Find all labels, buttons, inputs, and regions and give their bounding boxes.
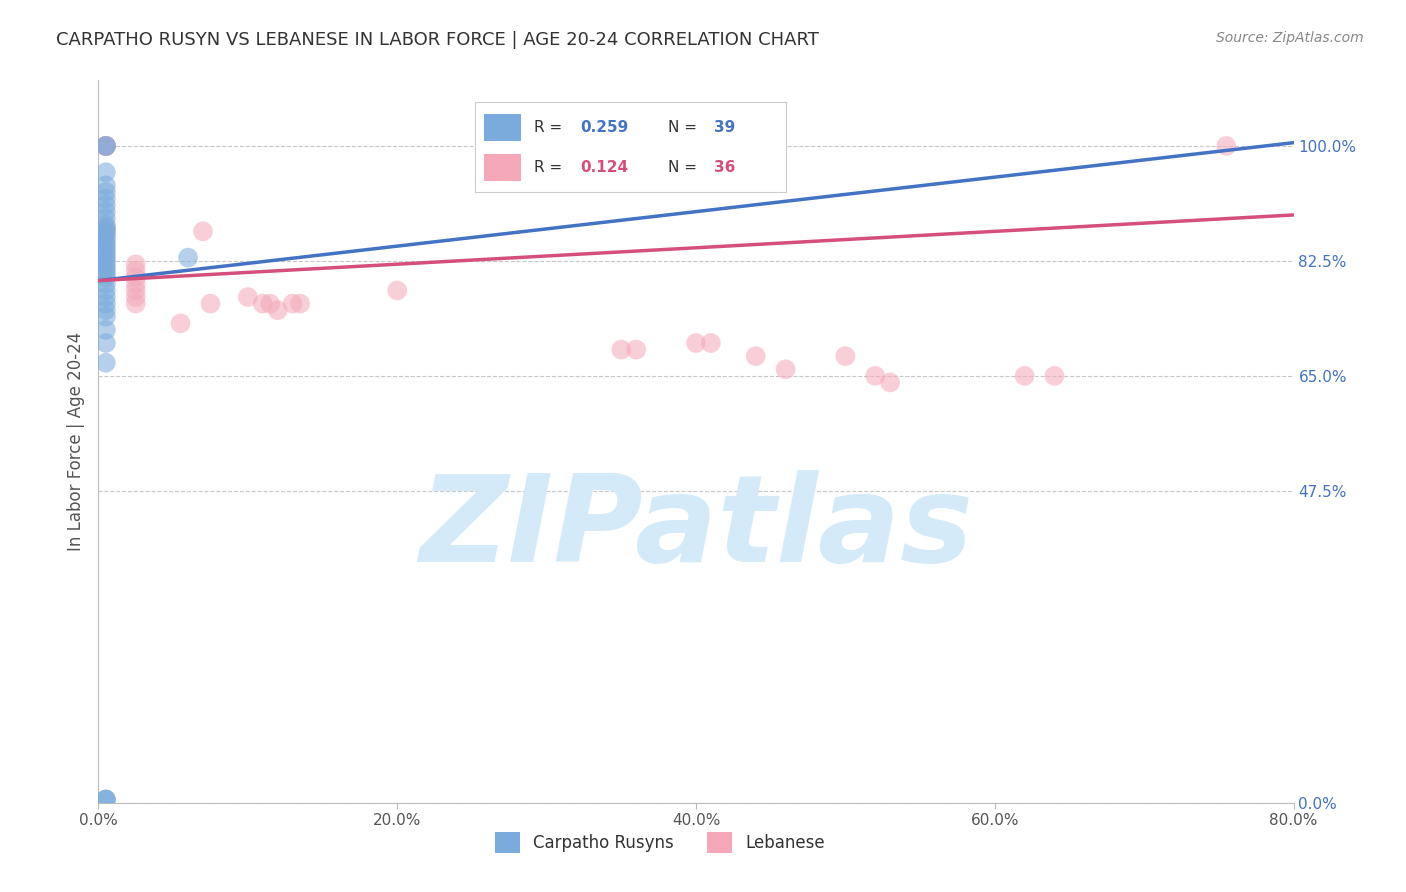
- Point: [1014, 368, 1036, 383]
- Point: [94, 296, 117, 310]
- Point: [94, 260, 117, 275]
- Y-axis label: In Labor Force | Age 20-24: In Labor Force | Age 20-24: [66, 332, 84, 551]
- Point: [879, 376, 901, 390]
- Point: [94, 267, 117, 281]
- Point: [610, 343, 633, 357]
- Point: [94, 270, 117, 285]
- Point: [125, 290, 148, 304]
- Point: [94, 224, 117, 238]
- Point: [94, 323, 117, 337]
- Point: [252, 296, 274, 310]
- Point: [385, 284, 409, 298]
- Point: [94, 792, 117, 806]
- Point: [259, 296, 281, 310]
- Text: ZIPatlas: ZIPatlas: [419, 470, 973, 587]
- Point: [281, 296, 304, 310]
- Point: [94, 139, 117, 153]
- Point: [94, 244, 117, 258]
- Point: [94, 247, 117, 261]
- Point: [94, 251, 117, 265]
- Point: [94, 185, 117, 199]
- Point: [267, 303, 290, 318]
- Point: [94, 224, 117, 238]
- Point: [94, 139, 117, 153]
- Point: [94, 221, 117, 235]
- Point: [1215, 139, 1237, 153]
- Point: [125, 257, 148, 271]
- Point: [685, 336, 707, 351]
- Point: [775, 362, 797, 376]
- Point: [94, 227, 117, 242]
- Point: [94, 204, 117, 219]
- Point: [125, 296, 148, 310]
- Point: [288, 296, 311, 310]
- Point: [169, 316, 191, 330]
- Point: [94, 178, 117, 193]
- Text: CARPATHO RUSYN VS LEBANESE IN LABOR FORCE | AGE 20-24 CORRELATION CHART: CARPATHO RUSYN VS LEBANESE IN LABOR FORC…: [56, 31, 820, 49]
- Point: [745, 349, 768, 363]
- Point: [94, 254, 117, 268]
- Point: [1043, 368, 1066, 383]
- Point: [125, 270, 148, 285]
- Point: [94, 237, 117, 252]
- Text: Source: ZipAtlas.com: Source: ZipAtlas.com: [1216, 31, 1364, 45]
- Point: [94, 221, 117, 235]
- Point: [94, 264, 117, 278]
- Point: [94, 792, 117, 806]
- Point: [94, 303, 117, 318]
- Point: [191, 224, 214, 238]
- Point: [94, 139, 117, 153]
- Point: [700, 336, 723, 351]
- Point: [125, 264, 148, 278]
- Point: [834, 349, 856, 363]
- Point: [94, 234, 117, 248]
- Point: [94, 211, 117, 226]
- Point: [94, 139, 117, 153]
- Point: [94, 165, 117, 179]
- Point: [94, 277, 117, 291]
- Point: [177, 251, 200, 265]
- Point: [236, 290, 259, 304]
- Point: [94, 139, 117, 153]
- Point: [94, 356, 117, 370]
- Point: [94, 231, 117, 245]
- Point: [94, 792, 117, 806]
- Point: [94, 284, 117, 298]
- Point: [94, 336, 117, 351]
- Point: [94, 198, 117, 212]
- Point: [94, 139, 117, 153]
- Point: [125, 284, 148, 298]
- Point: [94, 290, 117, 304]
- Point: [94, 241, 117, 255]
- Point: [200, 296, 222, 310]
- Point: [626, 343, 648, 357]
- Point: [94, 192, 117, 206]
- Point: [94, 139, 117, 153]
- Legend: Carpatho Rusyns, Lebanese: Carpatho Rusyns, Lebanese: [488, 826, 832, 860]
- Point: [94, 310, 117, 324]
- Point: [94, 257, 117, 271]
- Point: [865, 368, 887, 383]
- Point: [94, 218, 117, 232]
- Point: [125, 277, 148, 291]
